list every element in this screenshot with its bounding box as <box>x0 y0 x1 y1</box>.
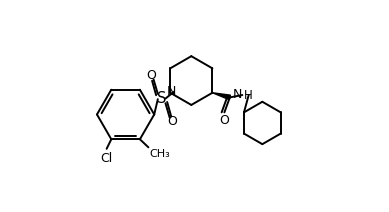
Text: H: H <box>244 89 253 102</box>
Text: O: O <box>146 69 156 82</box>
Polygon shape <box>212 93 230 100</box>
Text: Cl: Cl <box>100 152 112 165</box>
Text: O: O <box>167 115 177 128</box>
Text: N: N <box>232 88 242 101</box>
Text: CH₃: CH₃ <box>149 149 170 159</box>
Text: S: S <box>157 91 166 106</box>
Text: N: N <box>167 85 177 98</box>
Text: O: O <box>219 114 230 127</box>
